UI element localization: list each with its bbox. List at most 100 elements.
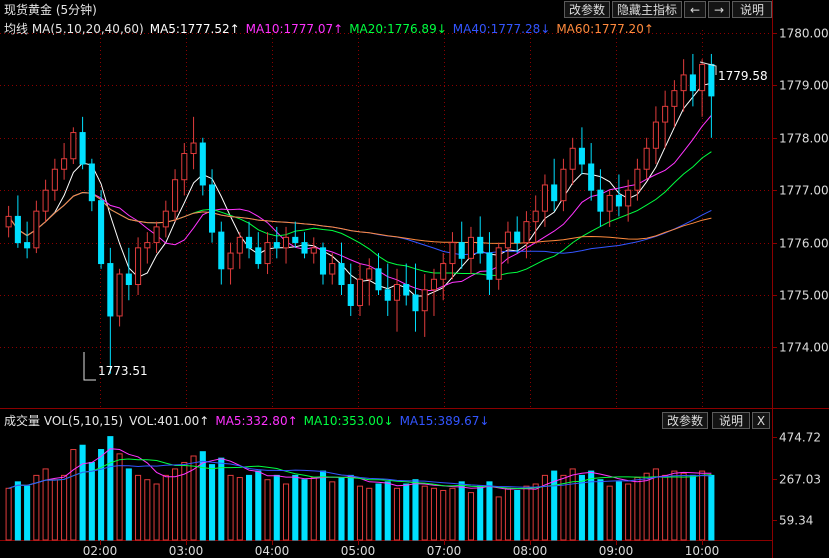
candle-up — [172, 179, 179, 212]
volume-bar — [329, 481, 336, 541]
volume-bar — [282, 483, 290, 541]
candle-down — [125, 273, 132, 286]
candle-up — [227, 252, 234, 270]
vol-ma15-value: MA15:389.67↓ — [399, 414, 490, 428]
time-tick-label: 05:00 — [341, 544, 376, 558]
candle-down — [597, 189, 604, 212]
volume-bar — [366, 487, 373, 541]
high-price-label: 1779.58 — [718, 69, 768, 83]
hide-main-indicator-button[interactable]: 隐藏主指标 — [612, 1, 682, 18]
candle-down — [14, 215, 21, 244]
volume-bar — [643, 472, 650, 541]
price-tick-label: 1780.00 — [779, 27, 829, 41]
price-tick-label: 1774.00 — [779, 341, 829, 355]
vol-ma15-line — [8, 460, 712, 489]
volume-bar — [24, 485, 31, 541]
volume-bar — [458, 481, 465, 541]
volume-bar — [625, 483, 632, 541]
volume-bar — [310, 477, 317, 541]
edit-params-button[interactable]: 改参数 — [564, 1, 610, 18]
low-price-marker: 1773.51 — [83, 352, 148, 381]
volume-bar — [680, 472, 687, 541]
volume-bar — [116, 453, 123, 541]
volume-legend-label: 成交量 VOL(5,10,15) — [4, 414, 124, 428]
volume-axis-ticks: 474.72 267.03 59.34 — [772, 431, 821, 528]
volume-bar — [689, 474, 696, 541]
candle-down — [708, 63, 715, 97]
low-price-label: 1773.51 — [98, 364, 148, 378]
candle-up — [236, 236, 243, 254]
next-arrow-button[interactable]: → — [708, 1, 730, 18]
price-tick-label: 1776.00 — [779, 237, 829, 251]
candle-up — [61, 158, 68, 170]
volume-help-button[interactable]: 说明 — [712, 412, 750, 429]
candle-down — [689, 74, 696, 92]
time-tick-label: 09:00 — [599, 544, 634, 558]
candle-up — [153, 226, 160, 244]
time-tick-label: 03:00 — [169, 544, 204, 558]
ma20-value: MA20:1776.89↓ — [349, 22, 447, 36]
candle-down — [273, 242, 280, 249]
candle-up — [430, 278, 438, 291]
vol-ma10-value: MA10:353.00↓ — [303, 414, 394, 428]
volume-bar — [144, 479, 151, 541]
volume-chart[interactable]: 474.72 267.03 59.34 02:00 03:00 04:00 05:00 07… — [0, 410, 829, 558]
volume-bar — [412, 479, 419, 541]
volume-tick-label: 59.34 — [779, 514, 813, 528]
volume-bar — [33, 474, 40, 541]
volume-bar — [319, 470, 327, 541]
volume-bar — [292, 474, 299, 541]
candle-up — [70, 132, 77, 160]
price-chart[interactable]: 1780.00 1779.00 1778.00 1777.00 1776.00 1775.… — [0, 0, 829, 410]
ma60-line — [8, 191, 712, 244]
help-button[interactable]: 说明 — [732, 1, 772, 18]
volume-bar — [209, 464, 216, 541]
volume-edit-params-button[interactable]: 改参数 — [662, 412, 708, 429]
volume-bar — [615, 481, 622, 541]
candle-down — [384, 289, 391, 301]
volume-bar — [597, 479, 604, 541]
volume-bar — [560, 474, 567, 541]
candle-up — [116, 273, 123, 317]
volume-bar — [61, 474, 68, 541]
volume-bar — [236, 477, 243, 541]
volume-bar — [514, 489, 521, 541]
volume-bar — [255, 470, 262, 541]
candle-up — [42, 189, 49, 212]
vol-ma5-value: MA5:332.80↑ — [215, 414, 298, 428]
candle-up — [467, 236, 475, 259]
candle-down — [375, 268, 382, 291]
volume-bar — [606, 485, 613, 541]
volume-bar — [79, 444, 86, 541]
candle-up — [329, 263, 336, 275]
candle-up — [699, 63, 706, 92]
candle-up — [532, 210, 539, 223]
price-grid — [0, 30, 772, 410]
candle-down — [319, 247, 327, 275]
candle-up — [356, 278, 364, 306]
volume-close-button[interactable]: X — [752, 412, 770, 429]
ma-legend: 均线 MA(5,10,20,40,60) MA5:1777.52↑ MA10:177… — [4, 20, 660, 37]
candle-down — [615, 194, 622, 207]
vol-value: VOL:401.00↑ — [129, 414, 210, 428]
candle-down — [551, 184, 558, 202]
volume-bar — [449, 487, 456, 541]
prev-arrow-button[interactable]: ← — [684, 1, 706, 18]
volume-legend: 成交量 VOL(5,10,15) VOL:401.00↑ MA5:332.80↑ MA… — [4, 412, 495, 429]
volume-bar — [662, 474, 669, 541]
volume-bar — [181, 461, 188, 541]
volume-bar — [652, 468, 659, 541]
volume-bar — [153, 483, 160, 541]
candle-up — [144, 242, 151, 249]
volume-bar — [467, 492, 475, 541]
vol-ma10-line — [8, 458, 712, 490]
candle-down — [79, 132, 86, 165]
volume-bar — [634, 477, 641, 541]
time-axis-ticks: 02:00 03:00 04:00 05:00 07:00 08:00 09:00 10:00 — [83, 540, 719, 558]
candle-up — [634, 168, 641, 191]
ma-legend-label: 均线 MA(5,10,20,40,60) — [4, 22, 144, 36]
volume-bar — [384, 481, 391, 541]
candle-down — [347, 284, 354, 306]
candle-up — [366, 268, 373, 280]
